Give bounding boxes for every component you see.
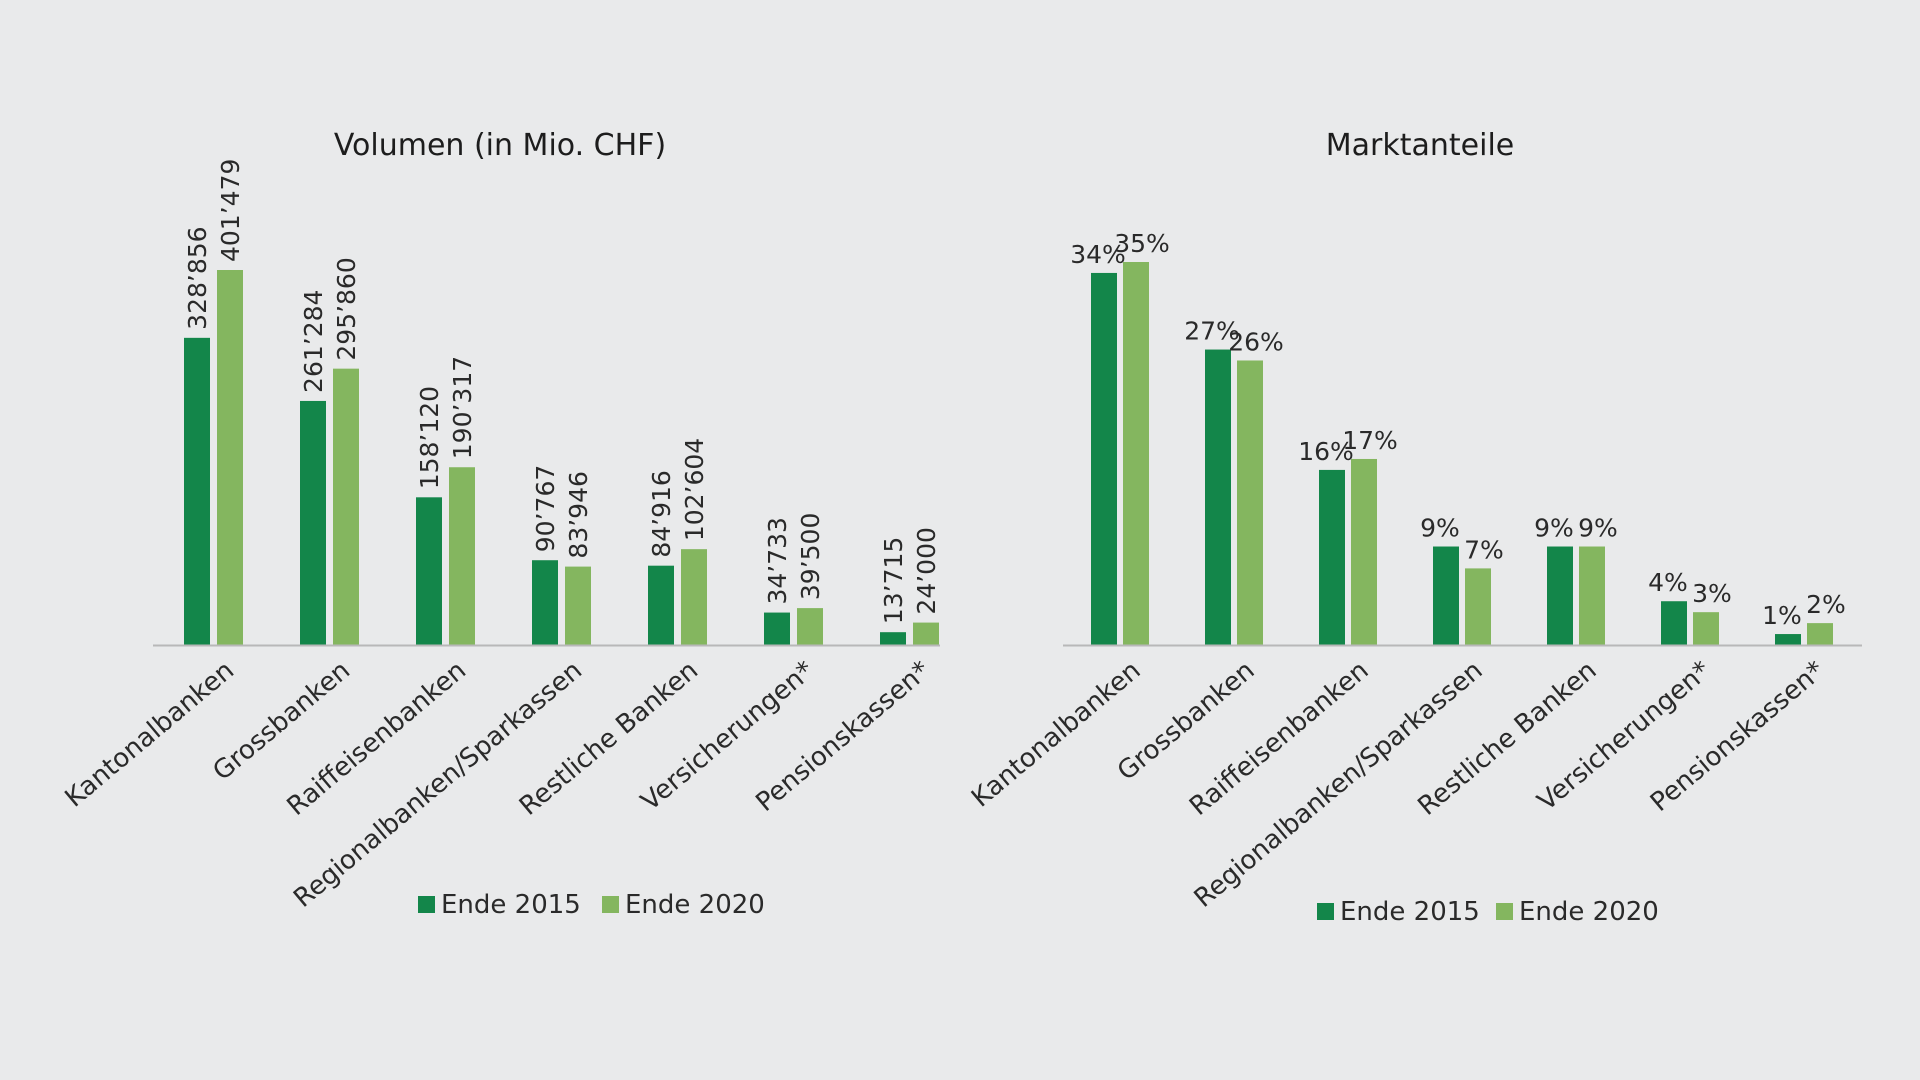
legend-label: Ende 2020 [1519, 897, 1659, 927]
bar-2020 [1693, 612, 1719, 645]
bar-2020 [565, 566, 591, 645]
value-label: 9% [1578, 514, 1618, 543]
bar-2020 [449, 467, 475, 645]
category-label: Kantonalbanken [966, 655, 1146, 813]
value-label: 401’479 [216, 159, 245, 262]
chart-title: Volumen (in Mio. CHF) [334, 128, 666, 163]
legend-swatch [1317, 903, 1334, 920]
value-label: 27% [1184, 317, 1240, 346]
value-label: 9% [1534, 514, 1574, 543]
bar-2020 [797, 608, 823, 645]
bar-2015 [1319, 469, 1345, 645]
value-label: 90’767 [531, 465, 560, 552]
value-label: 83’946 [564, 471, 593, 558]
chart-marktanteile: Marktanteile 34%35%Kantonalbanken27%26%G… [966, 128, 1862, 927]
value-label: 158’120 [415, 386, 444, 489]
value-label: 9% [1420, 514, 1460, 543]
value-label: 17% [1342, 426, 1398, 455]
legend-swatch [602, 896, 619, 913]
bar-2015 [532, 560, 558, 645]
value-label: 35% [1114, 229, 1170, 258]
value-label: 3% [1692, 579, 1732, 608]
value-label: 295’860 [332, 257, 361, 360]
bar-2015 [1205, 349, 1231, 645]
bar-2020 [1465, 568, 1491, 645]
value-label: 4% [1648, 568, 1688, 597]
value-label: 16% [1298, 437, 1354, 466]
value-label: 190’317 [448, 356, 477, 459]
value-label: 2% [1806, 590, 1846, 619]
value-label: 39’500 [796, 513, 825, 600]
bar-2015 [880, 632, 906, 645]
value-label: 7% [1464, 535, 1504, 564]
value-label: 1% [1762, 601, 1802, 630]
bar-2015 [1091, 272, 1117, 645]
value-label: 102’604 [680, 438, 709, 541]
bar-2015 [184, 337, 210, 645]
bar-2020 [913, 622, 939, 645]
bar-2020 [333, 368, 359, 645]
value-label: 34’733 [763, 517, 792, 604]
bar-2020 [681, 549, 707, 645]
bar-2015 [1775, 634, 1801, 645]
value-label: 34% [1070, 240, 1126, 269]
bar-2015 [1661, 601, 1687, 645]
bar-2020 [1807, 623, 1833, 645]
bar-2020 [1579, 546, 1605, 645]
value-label: 24’000 [912, 527, 941, 614]
bar-2015 [648, 565, 674, 645]
bar-2015 [1433, 546, 1459, 645]
value-label: 261’284 [299, 290, 328, 393]
bar-2020 [217, 270, 243, 645]
category-label: Kantonalbanken [60, 655, 240, 813]
value-label: 84’916 [647, 470, 676, 557]
bar-2015 [300, 400, 326, 645]
bar-2020 [1237, 360, 1263, 645]
bar-2015 [764, 612, 790, 645]
legend-label: Ende 2015 [441, 890, 581, 920]
legend-label: Ende 2020 [625, 890, 765, 920]
legend-label: Ende 2015 [1340, 897, 1480, 927]
bar-2015 [1547, 546, 1573, 645]
bar-2020 [1351, 458, 1377, 645]
bar-2020 [1123, 262, 1149, 645]
legend-swatch [1496, 903, 1513, 920]
value-label: 26% [1228, 327, 1284, 356]
chart-title: Marktanteile [1326, 128, 1514, 163]
value-label: 328’856 [183, 226, 212, 329]
bar-2015 [416, 497, 442, 645]
value-label: 13’715 [879, 537, 908, 624]
legend-swatch [418, 896, 435, 913]
